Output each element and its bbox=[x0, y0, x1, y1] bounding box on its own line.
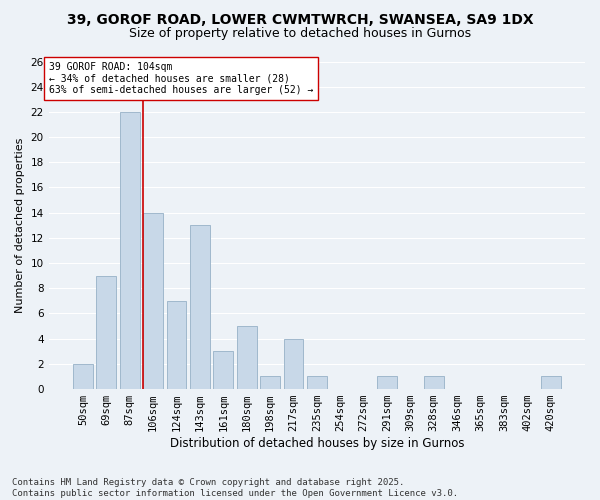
X-axis label: Distribution of detached houses by size in Gurnos: Distribution of detached houses by size … bbox=[170, 437, 464, 450]
Bar bbox=[143, 212, 163, 389]
Bar bbox=[73, 364, 93, 389]
Y-axis label: Number of detached properties: Number of detached properties bbox=[15, 138, 25, 313]
Bar bbox=[541, 376, 560, 389]
Text: Size of property relative to detached houses in Gurnos: Size of property relative to detached ho… bbox=[129, 28, 471, 40]
Text: 39 GOROF ROAD: 104sqm
← 34% of detached houses are smaller (28)
63% of semi-deta: 39 GOROF ROAD: 104sqm ← 34% of detached … bbox=[49, 62, 313, 94]
Bar bbox=[260, 376, 280, 389]
Bar bbox=[214, 352, 233, 389]
Bar bbox=[120, 112, 140, 389]
Text: Contains HM Land Registry data © Crown copyright and database right 2025.
Contai: Contains HM Land Registry data © Crown c… bbox=[12, 478, 458, 498]
Bar bbox=[284, 338, 304, 389]
Text: 39, GOROF ROAD, LOWER CWMTWRCH, SWANSEA, SA9 1DX: 39, GOROF ROAD, LOWER CWMTWRCH, SWANSEA,… bbox=[67, 12, 533, 26]
Bar bbox=[190, 226, 210, 389]
Bar bbox=[167, 301, 187, 389]
Bar bbox=[377, 376, 397, 389]
Bar bbox=[97, 276, 116, 389]
Bar bbox=[424, 376, 443, 389]
Bar bbox=[237, 326, 257, 389]
Bar bbox=[307, 376, 327, 389]
